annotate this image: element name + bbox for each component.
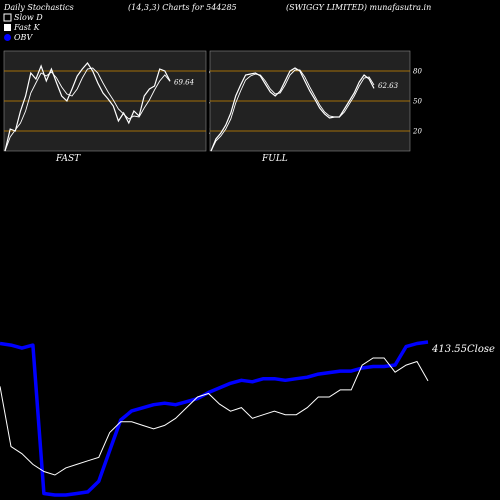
obv-swatch (4, 34, 11, 41)
legend-fast-k: Fast K (13, 23, 41, 32)
full-level-50-label: 50 (413, 98, 422, 106)
close-value-label: 413.55Close (431, 344, 495, 355)
full-series-lines (210, 67, 375, 152)
obv-close-panel: 413.55Close (0, 340, 495, 497)
fast-series-1-line (4, 67, 171, 152)
fast-k-swatch (4, 24, 11, 31)
chart-params: (14,3,3) Charts for 544285 (128, 3, 237, 12)
chart-title: Daily Stochastics (3, 3, 74, 12)
full-last-value: 62.63 (378, 82, 399, 90)
legend-slow-d: Slow D (14, 13, 43, 22)
fast-last-value: 69.64 (174, 78, 194, 86)
full-level-20-label: 20 (412, 128, 422, 136)
full-level-80-label: 80 (413, 68, 422, 76)
legend: Slow D Fast K OBV (3, 13, 43, 42)
legend-obv: OBV (14, 33, 33, 42)
fast-series-lines (4, 62, 171, 152)
slow-d-swatch (3, 13, 12, 22)
obv-line (0, 340, 429, 497)
company-name: (SWIGGY LIMITED) munafasutra.in (286, 3, 431, 12)
close-price-line (0, 357, 429, 476)
full-series-0-line (210, 67, 375, 152)
full-series-1-line (210, 69, 375, 152)
full-stoch-panel: 80 50 20 62.63 FULL (209, 50, 422, 164)
fast-series-0-line (4, 62, 171, 152)
obv-close-lines (0, 340, 429, 497)
fast-panel-label: FAST (55, 154, 81, 164)
full-panel-label: FULL (261, 154, 288, 164)
full-level-lines: 80 50 20 (210, 68, 422, 136)
